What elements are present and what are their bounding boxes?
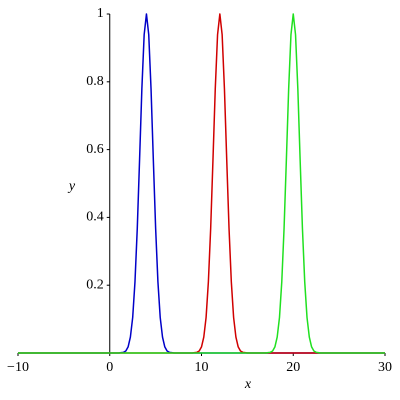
series-line [18, 13, 385, 354]
y-tick-label: 1 [97, 6, 104, 21]
x-tick-label: 10 [195, 360, 209, 375]
y-axis-label: y [67, 179, 76, 194]
y-tick-label: 0.8 [86, 74, 104, 89]
x-tick-label: 0 [106, 360, 113, 375]
x-axis-label: x [244, 377, 252, 392]
x-tick-label: −10 [7, 360, 29, 375]
y-tick-label: 0.6 [86, 142, 104, 157]
y-tick-label: 0.4 [86, 210, 104, 225]
y-tick-label: 0.2 [86, 277, 104, 292]
x-tick-label: 30 [378, 360, 392, 375]
x-tick-label: 20 [286, 360, 300, 375]
